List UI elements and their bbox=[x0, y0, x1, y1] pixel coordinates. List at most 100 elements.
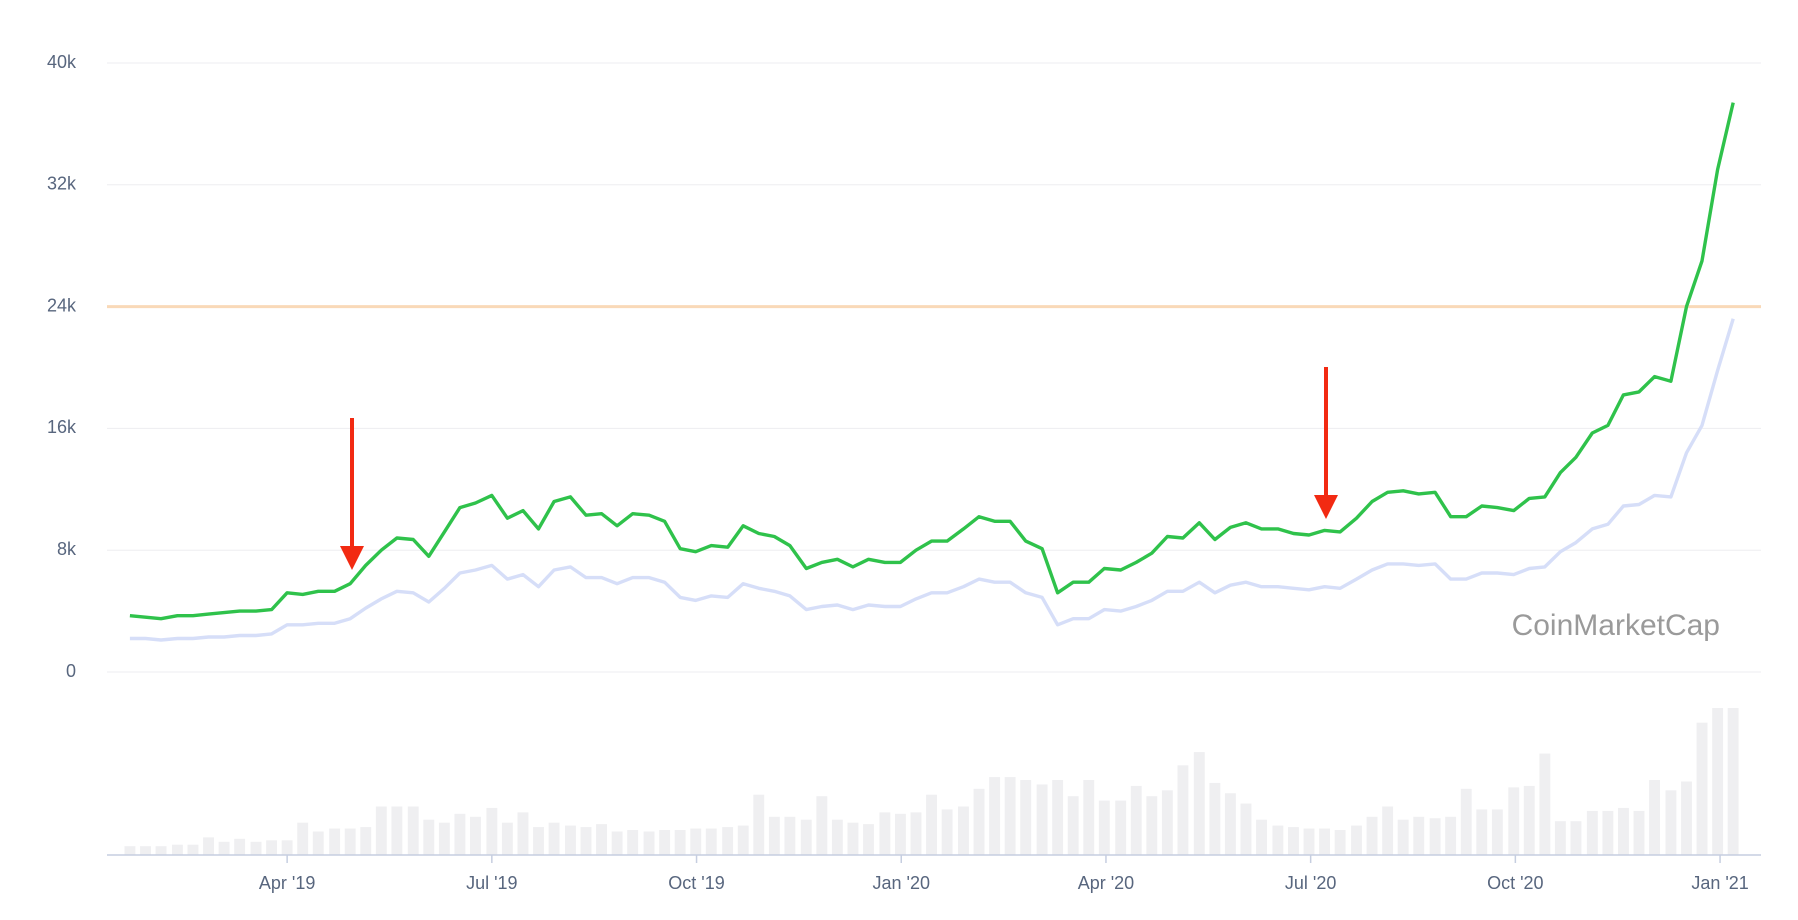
volume-bar bbox=[203, 837, 214, 855]
volume-bar bbox=[1649, 780, 1660, 855]
volume-bar bbox=[1083, 780, 1095, 855]
volume-bar bbox=[250, 841, 262, 855]
volume-bar bbox=[266, 840, 278, 855]
volume-bar bbox=[533, 827, 544, 855]
grid: 0 8k 16k 24k 32k 40k Apr '19 Jul '19 Oct '19 Jan … bbox=[47, 52, 1761, 893]
volume-bar bbox=[690, 828, 702, 855]
volume-bar bbox=[737, 825, 749, 855]
volume-bar bbox=[1617, 807, 1629, 855]
x-tick-label: Jul '20 bbox=[1285, 873, 1336, 893]
x-tick-label: Jan '20 bbox=[873, 873, 930, 893]
volume-bar bbox=[989, 777, 1001, 855]
annotation-arrow bbox=[1314, 367, 1338, 519]
annotation-arrow bbox=[340, 418, 364, 570]
volume-bar bbox=[1098, 800, 1110, 855]
volume-bar bbox=[218, 841, 230, 855]
volume-bar bbox=[831, 819, 843, 855]
volume-bar bbox=[329, 828, 341, 855]
volume-bar bbox=[155, 846, 167, 855]
volume-bar bbox=[753, 794, 765, 855]
volume-bar bbox=[454, 813, 466, 855]
volume-bar bbox=[1413, 816, 1425, 855]
volume-bar bbox=[1334, 830, 1346, 855]
volume-bar bbox=[1004, 777, 1016, 855]
x-tick-label: Jan '21 bbox=[1691, 873, 1748, 893]
volume-bar bbox=[1491, 809, 1503, 855]
volume-bar bbox=[1161, 790, 1173, 855]
volume-bar bbox=[517, 812, 529, 855]
y-tick-label: 32k bbox=[47, 174, 77, 194]
volume-bar bbox=[580, 827, 592, 855]
volume-bar bbox=[234, 838, 246, 855]
y-tick-label: 0 bbox=[66, 661, 76, 681]
watermark: CoinMarketCap bbox=[1512, 609, 1720, 642]
lines bbox=[129, 102, 1735, 642]
volume-bar bbox=[1256, 819, 1267, 855]
volume-bar bbox=[1633, 810, 1645, 855]
volume-bar bbox=[1554, 821, 1566, 855]
volume-bar bbox=[784, 816, 796, 855]
volume-bar bbox=[1052, 780, 1064, 855]
volume-panel bbox=[124, 708, 1739, 855]
volume-bar bbox=[344, 828, 356, 855]
volume-bar bbox=[1130, 785, 1142, 855]
volume-bar bbox=[187, 844, 199, 855]
volume-bar bbox=[486, 807, 498, 855]
volume-bar bbox=[1445, 816, 1457, 855]
volume-bar bbox=[423, 819, 435, 855]
volume-bar bbox=[926, 794, 937, 855]
volume-bar bbox=[973, 788, 985, 855]
volume-bar bbox=[627, 830, 639, 855]
volume-bar bbox=[674, 830, 686, 855]
volume-bar bbox=[171, 844, 183, 855]
volume-bar bbox=[1351, 825, 1362, 855]
volume-bar bbox=[281, 840, 293, 855]
volume-bar bbox=[1476, 809, 1488, 855]
volume-bar bbox=[1665, 790, 1677, 855]
volume-bar bbox=[1681, 781, 1692, 855]
volume-bar bbox=[596, 824, 608, 855]
volume-bar bbox=[1193, 752, 1205, 855]
volume-bar bbox=[643, 831, 655, 855]
volume-bar bbox=[1712, 708, 1724, 855]
volume-bar bbox=[438, 822, 450, 855]
volume-bar bbox=[705, 828, 717, 855]
volume-bar bbox=[140, 846, 151, 855]
volume-bar bbox=[312, 831, 324, 855]
volume-bar bbox=[1429, 818, 1441, 855]
volume-bar bbox=[1020, 780, 1032, 855]
volume-bar bbox=[1539, 753, 1551, 855]
volume-bar bbox=[1727, 708, 1739, 855]
x-tick-label: Oct '19 bbox=[668, 873, 724, 893]
volume-bar bbox=[941, 809, 953, 855]
volume-bar bbox=[1397, 819, 1409, 855]
volume-bar bbox=[1067, 796, 1079, 855]
volume-bar bbox=[1319, 828, 1331, 855]
volume-bar bbox=[407, 806, 419, 855]
volume-bar bbox=[391, 806, 403, 855]
y-tick-label: 16k bbox=[47, 417, 77, 437]
volume-bar bbox=[611, 831, 623, 855]
volume-bar bbox=[1382, 806, 1394, 855]
volume-bar bbox=[894, 813, 906, 855]
volume-bar bbox=[501, 822, 513, 855]
volume-bar bbox=[548, 822, 560, 855]
y-tick-label: 8k bbox=[57, 539, 77, 559]
volume-bar bbox=[1460, 788, 1472, 855]
volume-bar bbox=[1508, 787, 1520, 855]
volume-bar bbox=[800, 819, 812, 855]
volume-bar bbox=[1115, 800, 1127, 855]
volume-bar bbox=[1602, 810, 1614, 855]
y-tick-label: 40k bbox=[47, 52, 77, 72]
x-tick-label: Jul '19 bbox=[466, 873, 517, 893]
volume-bar bbox=[1146, 796, 1158, 855]
volume-bar bbox=[863, 824, 874, 855]
volume-bar bbox=[910, 812, 922, 855]
volume-bar bbox=[1209, 782, 1221, 855]
volume-bar bbox=[375, 806, 387, 855]
volume-bar bbox=[1224, 793, 1236, 855]
y-tick-label: 24k bbox=[47, 295, 77, 315]
x-tick-label: Oct '20 bbox=[1487, 873, 1543, 893]
